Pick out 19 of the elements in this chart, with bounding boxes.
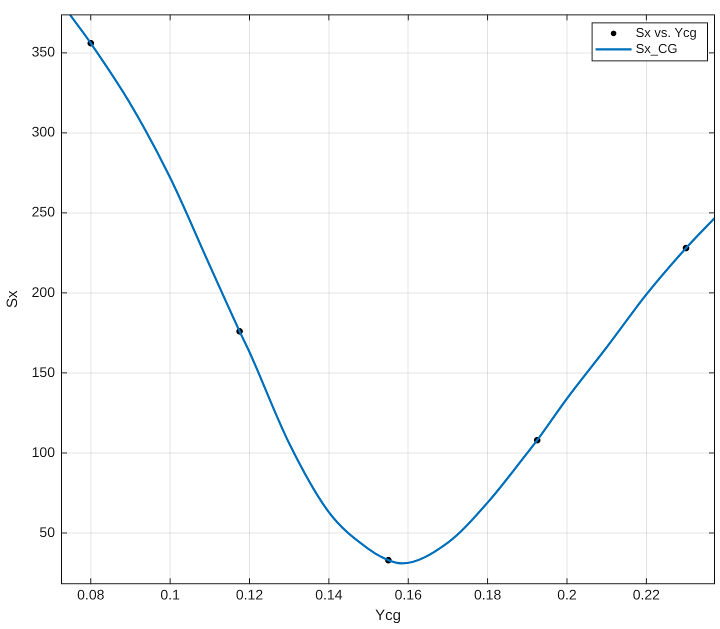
x-tick-label: 0.16 <box>394 586 422 602</box>
x-tick-label: 0.18 <box>474 586 502 602</box>
x-tick-label: 0.14 <box>315 586 343 602</box>
legend-label: Sx_CG <box>636 40 678 56</box>
y-tick-label: 200 <box>32 284 56 300</box>
x-axis-title: Ycg <box>375 607 401 624</box>
y-tick-label: 300 <box>32 124 56 140</box>
x-tick-label: 0.12 <box>236 586 264 602</box>
y-tick-label: 100 <box>32 444 56 460</box>
x-tick-label: 0.2 <box>557 586 577 602</box>
legend-label: Sx vs. Ycg <box>636 24 697 40</box>
x-tick-label: 0.1 <box>160 586 180 602</box>
y-axis-title: Sx <box>4 290 22 308</box>
x-tick-label: 0.08 <box>77 586 105 602</box>
y-tick-label: 350 <box>32 44 56 60</box>
y-tick-label: 150 <box>32 364 56 380</box>
y-tick-label: 50 <box>39 524 56 540</box>
y-tick-label: 250 <box>32 204 56 220</box>
x-tick-label: 0.22 <box>632 586 660 602</box>
